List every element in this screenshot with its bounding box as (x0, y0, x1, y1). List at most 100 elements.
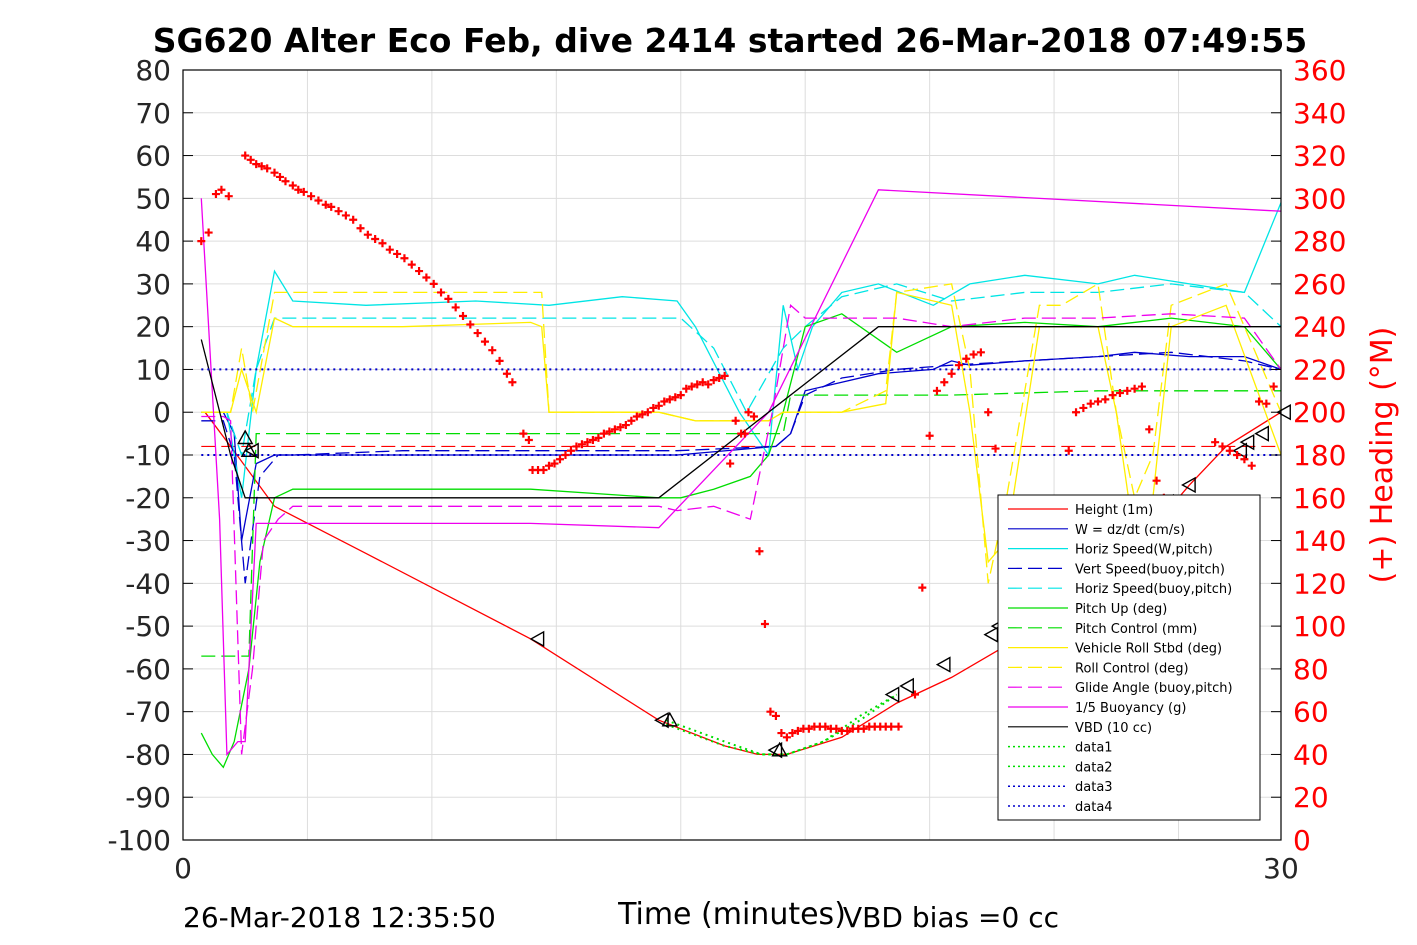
heading-point (693, 380, 702, 389)
heading-point (246, 155, 255, 164)
triangle-marker (1276, 404, 1291, 421)
heading-point (991, 444, 1000, 453)
y-right-tick-label: 240 (1293, 311, 1346, 344)
y-right-tick-label: 0 (1293, 824, 1311, 857)
y-left-tick-label: 40 (135, 225, 171, 258)
legend-label: Pitch Up (deg) (1075, 602, 1167, 617)
heading-point (429, 279, 438, 288)
y-right-tick-label: 60 (1293, 696, 1329, 729)
y-right-tick-label: 200 (1293, 396, 1346, 429)
y-left-tick-label: 60 (135, 140, 171, 173)
series-line-8 (201, 282, 1282, 584)
heading-point (777, 729, 786, 738)
heading-point (709, 376, 718, 385)
y-axis-right: 3603403203002802602402202001801601401201… (1271, 54, 1346, 857)
y-right-tick-label: 180 (1293, 439, 1346, 472)
chart-title: SG620 Alter Eco Feb, dive 2414 started 2… (153, 21, 1308, 60)
triangle-marker (654, 712, 669, 729)
heading-point (451, 303, 460, 312)
triangle-marker (771, 741, 788, 757)
legend-label: data3 (1075, 780, 1113, 795)
heading-point (771, 711, 780, 720)
heading-point (577, 440, 586, 449)
triangle-marker (935, 656, 951, 673)
heading-point (665, 395, 674, 404)
heading-point (821, 722, 830, 731)
heading-point (566, 446, 575, 455)
legend-label: Horiz Speed(W,pitch) (1075, 543, 1213, 558)
heading-point (257, 162, 266, 171)
legend-label: Glide Angle (buoy,pitch) (1075, 681, 1233, 696)
legend-label: VBD (10 cc) (1075, 721, 1152, 736)
heading-layer (197, 151, 1278, 742)
series-layer (200, 189, 1282, 769)
heading-point (561, 451, 570, 459)
heading-point (687, 382, 696, 391)
heading-point (976, 348, 985, 357)
x-axis-label: Time (minutes) (617, 897, 846, 932)
heading-point (495, 356, 504, 365)
y-left-tick-label: 10 (135, 353, 171, 386)
heading-point (720, 371, 729, 380)
heading-point (524, 436, 533, 445)
heading-point (1130, 384, 1139, 393)
y-left-tick-label: -90 (125, 781, 171, 814)
heading-point (766, 707, 775, 716)
y-right-tick-label: 120 (1293, 567, 1346, 600)
heading-point (621, 421, 630, 430)
heading-point (782, 733, 791, 742)
y-left-tick-label: -60 (125, 653, 171, 686)
heading-point (1211, 438, 1220, 447)
heading-point (321, 200, 330, 209)
heading-point (605, 427, 614, 436)
heading-point (400, 254, 409, 263)
heading-point (288, 181, 297, 190)
triangle-marker (237, 429, 254, 445)
y-right-tick-label: 160 (1293, 482, 1346, 515)
heading-point (704, 380, 713, 389)
heading-point (726, 459, 735, 468)
heading-point (197, 237, 206, 246)
legend: Height (1m) W = dz/dt (cm/s) Horiz Speed(W… (997, 494, 1261, 821)
footer-vbd-bias: VBD bias =0 cc (843, 901, 1059, 934)
heading-point (654, 401, 663, 410)
heading-point (356, 224, 365, 233)
heading-point (1094, 397, 1102, 406)
heading-point (731, 416, 740, 425)
heading-point (473, 329, 482, 338)
heading-point (788, 729, 797, 738)
heading-point (1225, 446, 1234, 455)
heading-point (918, 583, 927, 592)
heading-point (545, 461, 553, 470)
heading-point (954, 361, 963, 370)
heading-point (371, 234, 380, 243)
y-left-tick-label: 80 (135, 54, 171, 87)
heading-point (508, 378, 517, 387)
y-right-tick-label: 300 (1293, 182, 1346, 215)
heading-point (894, 722, 903, 731)
heading-point (1145, 425, 1154, 434)
heading-point (660, 397, 669, 406)
y-left-tick-label: 50 (135, 182, 171, 215)
heading-point (610, 425, 619, 434)
heading-point (327, 202, 336, 211)
heading-point (698, 378, 707, 387)
heading-point (911, 690, 919, 699)
legend-label: Height (1m) (1075, 503, 1153, 518)
heading-point (984, 408, 993, 417)
heading-point (671, 393, 680, 402)
x-tick-label: 0 (174, 852, 192, 885)
y-right-tick-label: 80 (1293, 653, 1329, 686)
heading-point (599, 429, 608, 438)
y-left-tick-label: -10 (125, 439, 171, 472)
heading-point (241, 151, 250, 160)
heading-point (1247, 461, 1256, 470)
triangle-marker (244, 442, 259, 459)
heading-point (224, 192, 233, 201)
heading-point (480, 337, 489, 346)
heading-point (211, 190, 220, 199)
heading-point (744, 408, 753, 417)
legend-label: data4 (1075, 800, 1113, 815)
triangle-marker (1181, 476, 1196, 494)
